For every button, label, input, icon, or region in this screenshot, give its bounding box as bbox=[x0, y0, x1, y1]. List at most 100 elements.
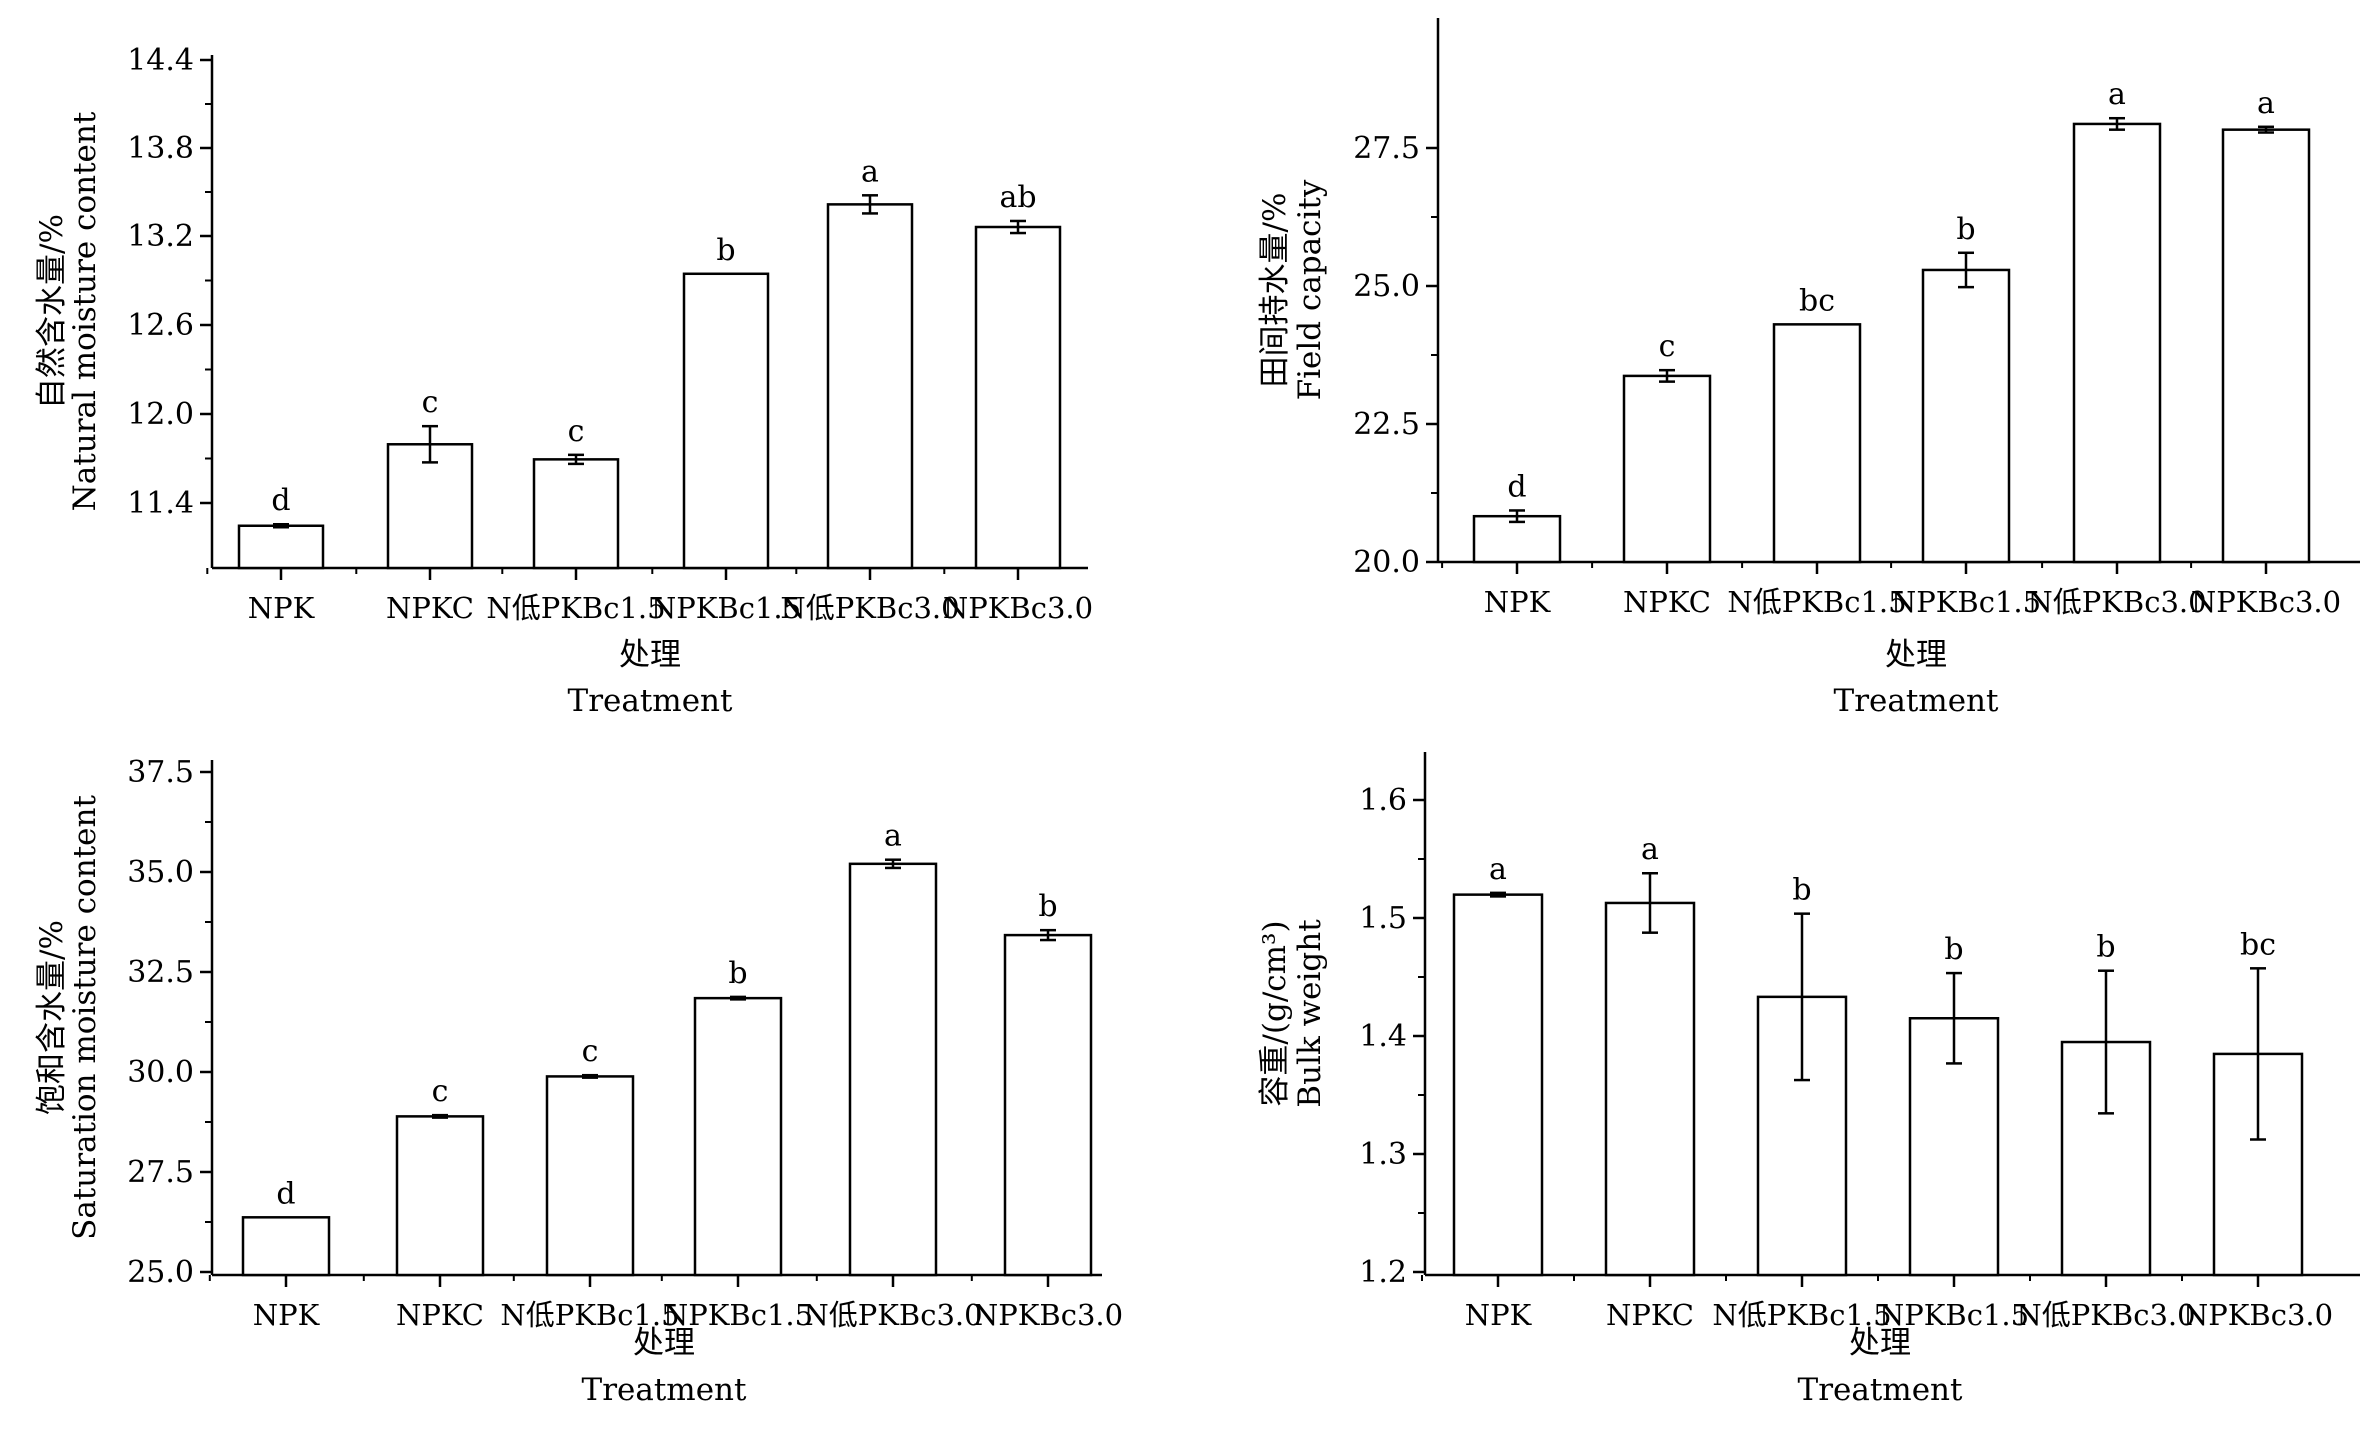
bar bbox=[693, 996, 783, 1277]
y-tick-label: 1.6 bbox=[1359, 783, 1407, 818]
category-label: N低PKBc3.0 bbox=[2016, 1298, 2195, 1332]
y-tick-label: 25.0 bbox=[1353, 269, 1420, 304]
x-axis-title-en: Treatment bbox=[582, 1372, 747, 1408]
x-axis-title-cn: 处理 bbox=[1885, 637, 1947, 673]
bar bbox=[386, 443, 474, 570]
y-axis-title-en: Saturation moisture content bbox=[67, 795, 103, 1240]
y-tick-label: 25.0 bbox=[127, 1255, 194, 1290]
significance-label: b bbox=[728, 956, 747, 991]
y-tick-label: 12.0 bbox=[127, 397, 194, 432]
bar bbox=[241, 1216, 331, 1277]
bar bbox=[1622, 374, 1712, 564]
y-tick-label: 37.5 bbox=[127, 755, 194, 790]
category-label: N低PKBc1.5 bbox=[1727, 585, 1906, 619]
significance-label: c bbox=[432, 1074, 449, 1109]
significance-label: c bbox=[1659, 329, 1676, 364]
bar bbox=[237, 524, 325, 570]
chart-panel-2: 27.5 25.0 22.5 20.0 d NPK c NPKC bc N低PKBc1.5 b NPK… bbox=[1257, 18, 2360, 719]
category-label: NPKBc1.5 bbox=[1891, 585, 2041, 619]
category-label: NPKBc3.0 bbox=[2191, 585, 2341, 619]
category-label: N低PKBc3.0 bbox=[780, 591, 959, 625]
x-axis-title-cn: 处理 bbox=[1849, 1325, 1911, 1361]
significance-label: b bbox=[1944, 932, 1963, 967]
significance-label: b bbox=[1792, 873, 1811, 908]
category-label: NPKBc1.5 bbox=[1879, 1298, 2029, 1332]
bar bbox=[1452, 893, 1544, 1277]
category-label: N低PKBc1.5 bbox=[500, 1298, 679, 1332]
y-tick-label: 13.2 bbox=[127, 219, 194, 254]
category-label: NPKC bbox=[386, 591, 474, 625]
bar bbox=[1921, 268, 2011, 564]
y-tick-label: 13.8 bbox=[127, 131, 194, 166]
y-tick-label: 27.5 bbox=[1353, 131, 1420, 166]
y-tick-label: 1.4 bbox=[1359, 1019, 1407, 1054]
category-label: NPKBc3.0 bbox=[943, 591, 1093, 625]
significance-label: d bbox=[276, 1176, 295, 1211]
significance-label: c bbox=[422, 385, 439, 420]
significance-label: a bbox=[1489, 852, 1507, 887]
y-tick-label: 12.6 bbox=[127, 308, 194, 343]
y-tick-label: 14.4 bbox=[127, 43, 194, 78]
y-tick-label: 32.5 bbox=[127, 955, 194, 990]
x-axis-title-en: Treatment bbox=[1798, 1372, 1963, 1408]
significance-label: a bbox=[884, 819, 902, 854]
y-axis-title-en: Bulk weight bbox=[1292, 919, 1328, 1108]
bar bbox=[1604, 901, 1696, 1277]
significance-label: c bbox=[568, 414, 585, 449]
y-tick-label: 1.5 bbox=[1359, 901, 1407, 936]
y-tick-label: 11.4 bbox=[127, 486, 194, 521]
category-label: N低PKBc3.0 bbox=[803, 1298, 982, 1332]
category-label: N低PKBc1.5 bbox=[486, 591, 665, 625]
bar bbox=[974, 225, 1062, 570]
category-label: NPKBc3.0 bbox=[2183, 1298, 2333, 1332]
bar bbox=[826, 203, 914, 570]
chart-panel-4: 1.6 1.5 1.4 1.3 1.2 a NPK a NPKC b N低PKBc1.5 b NPKBc… bbox=[1257, 752, 2360, 1408]
y-axis-title-cn: 饱和含水量/% bbox=[34, 920, 70, 1115]
category-label: NPKC bbox=[1623, 585, 1711, 619]
significance-label: b bbox=[2096, 930, 2115, 965]
category-label: NPKC bbox=[396, 1298, 484, 1332]
y-tick-label: 1.3 bbox=[1359, 1137, 1407, 1172]
category-label: NPK bbox=[253, 1298, 321, 1332]
chart-panel-3: 37.5 35.0 32.5 30.0 27.5 25.0 d NPK c NPKC c N低PKBc… bbox=[34, 755, 1123, 1408]
bar bbox=[545, 1075, 635, 1277]
chart-panel-1: 14.4 13.8 13.2 12.6 12.0 11.4 d NPK c NPKC c N低PKBc… bbox=[34, 43, 1093, 719]
bar bbox=[1472, 514, 1562, 564]
category-label: NPK bbox=[1465, 1298, 1533, 1332]
significance-label: bc bbox=[2240, 927, 2276, 962]
y-tick-label: 20.0 bbox=[1353, 545, 1420, 580]
x-axis-title-en: Treatment bbox=[568, 683, 733, 719]
category-label: NPK bbox=[248, 591, 316, 625]
significance-label: d bbox=[1507, 469, 1526, 504]
bar bbox=[2212, 1052, 2304, 1277]
category-label: N低PKBc3.0 bbox=[2027, 585, 2206, 619]
bar bbox=[848, 862, 938, 1277]
y-tick-label: 27.5 bbox=[127, 1155, 194, 1190]
bar bbox=[2221, 128, 2311, 564]
y-axis-title-cn: 容重/(g/cm³) bbox=[1257, 920, 1293, 1106]
y-axis-title-cn: 自然含水量/% bbox=[34, 214, 70, 409]
y-tick-label: 22.5 bbox=[1353, 407, 1420, 442]
y-tick-label: 30.0 bbox=[127, 1055, 194, 1090]
category-label: NPKBc1.5 bbox=[663, 1298, 813, 1332]
y-axis-title-cn: 田间持水量/% bbox=[1257, 193, 1293, 388]
significance-label: ab bbox=[999, 180, 1036, 215]
category-label: NPKBc1.5 bbox=[651, 591, 801, 625]
x-axis-title-cn: 处理 bbox=[619, 637, 681, 673]
x-axis-title-en: Treatment bbox=[1834, 683, 1999, 719]
bar bbox=[2072, 122, 2162, 564]
bar bbox=[395, 1115, 485, 1277]
bar bbox=[1772, 323, 1862, 564]
bar bbox=[532, 458, 620, 570]
significance-label: a bbox=[2108, 77, 2126, 112]
y-tick-label: 35.0 bbox=[127, 855, 194, 890]
bar bbox=[682, 272, 770, 570]
significance-label: b bbox=[1956, 212, 1975, 247]
y-tick-label: 1.2 bbox=[1359, 1255, 1407, 1290]
category-label: N低PKBc1.5 bbox=[1712, 1298, 1891, 1332]
significance-label: d bbox=[271, 483, 290, 518]
significance-label: b bbox=[1038, 889, 1057, 924]
bar bbox=[1003, 933, 1093, 1277]
significance-label: bc bbox=[1799, 283, 1835, 318]
